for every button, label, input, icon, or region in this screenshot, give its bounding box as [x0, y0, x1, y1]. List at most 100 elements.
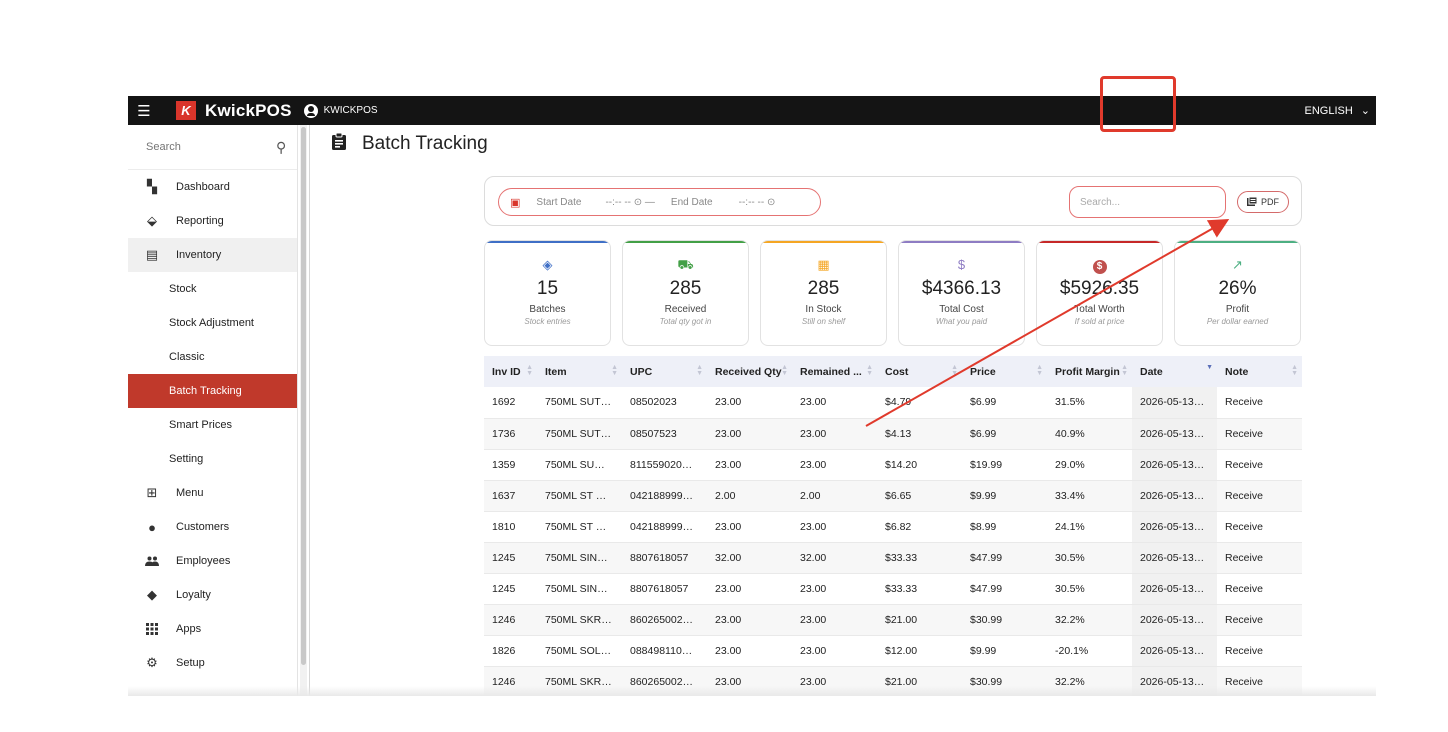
column-header[interactable]: UPC ▲ ▼	[622, 356, 707, 387]
column-header[interactable]: Received Qty ▲ ▼	[707, 356, 792, 387]
end-date-value[interactable]: --:-- -- ⊙	[738, 196, 776, 208]
hamburger-icon[interactable]: ☰	[137, 102, 151, 120]
sort-icon[interactable]: ▲ ▼	[1291, 364, 1298, 377]
table-row[interactable]: 1246 750ML SKR… 860265002… 23.00 23.00 $21.00…	[484, 604, 1302, 636]
sidebar-item-reporting[interactable]: ⬙ Reporting	[128, 204, 297, 238]
table-row[interactable]: 1692 750ML SUT… 08502023 23.00 23.00 $4.79 $6.…	[484, 387, 1302, 419]
column-header[interactable]: Profit Margin ▲ ▼	[1047, 356, 1132, 387]
sidebar-item-setup[interactable]: ⚙ Setup	[128, 646, 297, 680]
table-row[interactable]: 1736 750ML SUT… 08507523 23.00 23.00 $4.13 $6.…	[484, 418, 1302, 450]
table-cell: 2.00	[792, 480, 877, 512]
table-cell: 08502023	[622, 387, 707, 419]
table-cell: Receive	[1217, 511, 1302, 543]
table-cell: $6.99	[962, 387, 1047, 419]
page-title: Batch Tracking	[362, 133, 488, 154]
sort-icon[interactable]: ▲ ▼	[611, 364, 618, 377]
store-icon: ▦	[817, 257, 830, 272]
sidebar-item-smart-prices[interactable]: Smart Prices	[169, 419, 232, 431]
table-cell: 1637	[484, 480, 537, 512]
table-cell: 1359	[484, 449, 537, 481]
table-cell: Receive	[1217, 449, 1302, 481]
column-header[interactable]: Remained ... ▲ ▼	[792, 356, 877, 387]
sort-icon[interactable]: ▲ ▼	[951, 364, 958, 377]
sidebar-item-employees[interactable]: Employees	[128, 544, 297, 578]
sort-icon[interactable]: ▲ ▼	[526, 364, 533, 377]
card-accent	[485, 241, 610, 243]
table-cell: 2026-05-13…	[1132, 635, 1217, 667]
sort-icon[interactable]: ▲ ▼	[781, 364, 788, 377]
column-header-label: Cost	[885, 365, 909, 378]
bottom-edge	[128, 686, 1376, 696]
column-header[interactable]: Price ▲ ▼	[962, 356, 1047, 387]
search-input[interactable]: Search...	[1069, 186, 1226, 218]
sidebar-item-classic[interactable]: Classic	[169, 351, 205, 363]
sidebar-scrollbar-thumb[interactable]	[301, 127, 306, 665]
sidebar-item-menu[interactable]: ⊞ Menu	[128, 476, 297, 510]
table-cell: Receive	[1217, 604, 1302, 636]
language-selector[interactable]: ENGLISH ⌄	[1304, 96, 1370, 125]
start-date-value[interactable]: --:-- -- ⊙ —	[605, 196, 655, 208]
table-cell: 750ML SUT…	[537, 418, 622, 450]
sort-icon[interactable]: ▲ ▼	[696, 364, 703, 377]
summary-cards: ◈ 15 Batches Stock entries ⛟ 285 Receive…	[484, 240, 1301, 346]
table-row[interactable]: 1359 750ML SU… 811559020… 23.00 23.00 $14.20 $…	[484, 449, 1302, 481]
sidebar-item-apps[interactable]: Apps	[128, 612, 297, 646]
account-circle-icon[interactable]	[303, 103, 318, 118]
tags-icon: ◆	[147, 587, 157, 602]
card-accent	[1037, 241, 1162, 243]
table-row[interactable]: 1810 750ML ST … 042188999… 23.00 23.00 $6.82 $…	[484, 511, 1302, 543]
brand-logo[interactable]: K KwickPOS	[176, 101, 292, 121]
table-cell: 23.00	[792, 387, 877, 419]
column-header[interactable]: Inv ID ▲ ▼	[484, 356, 537, 387]
sidebar-item-batch-tracking[interactable]: Batch Tracking	[128, 374, 297, 408]
column-header-label: Note	[1225, 365, 1249, 378]
date-range-picker[interactable]: ▣ Start Date --:-- -- ⊙ — End Date --:--…	[498, 188, 821, 216]
table-cell: 750ML SKR…	[537, 604, 622, 636]
table-cell: 23.00	[792, 635, 877, 667]
sidebar-search: ⚲	[128, 125, 297, 170]
card-value: 285	[669, 278, 702, 299]
table-row[interactable]: 1637 750ML ST … 042188999… 2.00 2.00 $6.65 $9.…	[484, 480, 1302, 512]
card-label: Batches	[529, 304, 566, 315]
table-cell: 23.00	[707, 635, 792, 667]
column-header[interactable]: Item ▲ ▼	[537, 356, 622, 387]
card-value: 285	[807, 278, 840, 299]
column-header[interactable]: Date ▼	[1132, 356, 1217, 387]
table-row[interactable]: 1245 750ML SIN… 8807618057 32.00 32.00 $33.33…	[484, 542, 1302, 574]
pdf-button[interactable]: PDF	[1237, 191, 1289, 213]
brand-name: KwickPOS	[205, 100, 292, 120]
table-cell: 23.00	[792, 449, 877, 481]
column-header[interactable]: Note ▲ ▼	[1217, 356, 1302, 387]
table-cell: 1736	[484, 418, 537, 450]
table-cell: $30.99	[962, 604, 1047, 636]
table-cell: $6.65	[877, 480, 962, 512]
sort-icon[interactable]: ▲ ▼	[866, 364, 873, 377]
sidebar-item-stock-adjustment[interactable]: Stock Adjustment	[169, 317, 254, 329]
sidebar-item-stock[interactable]: Stock	[169, 283, 197, 295]
table-cell: 23.00	[707, 449, 792, 481]
table-row[interactable]: 1245 750ML SIN… 8807618057 23.00 23.00 $33.33…	[484, 573, 1302, 605]
table-cell: 1246	[484, 604, 537, 636]
column-header-label: Received Qty	[715, 365, 782, 378]
table-row[interactable]: 1826 750ML SOL… 088498110… 23.00 23.00 $12.00…	[484, 635, 1302, 667]
sort-desc-icon[interactable]: ▼	[1206, 364, 1213, 371]
sidebar-item-setting[interactable]: Setting	[169, 453, 204, 465]
search-icon[interactable]: ⚲	[276, 138, 287, 155]
dashboard-icon: ▚	[147, 179, 157, 194]
pdf-label: PDF	[1261, 197, 1279, 207]
sidebar-item-label: Loyalty	[176, 589, 211, 601]
sort-icon[interactable]: ▲ ▼	[1036, 364, 1043, 377]
sidebar-item-dashboard[interactable]: ▚ Dashboard	[128, 170, 297, 204]
logo-mark: K	[176, 101, 196, 120]
sort-icon[interactable]: ▲ ▼	[1121, 364, 1128, 377]
card-subtitle: Total qty got in	[659, 317, 712, 326]
column-header[interactable]: Cost ▲ ▼	[877, 356, 962, 387]
sidebar-item-customers[interactable]: ● Customers	[128, 510, 297, 544]
sidebar-item-inventory[interactable]: ▤ Inventory	[128, 238, 297, 272]
sidebar-search-input[interactable]	[146, 141, 276, 153]
table-cell: 2026-05-13…	[1132, 387, 1217, 419]
divider	[309, 125, 310, 696]
sidebar-item-loyalty[interactable]: ◆ Loyalty	[128, 578, 297, 612]
table-cell: 23.00	[792, 511, 877, 543]
table-cell: 750ML SIN…	[537, 573, 622, 605]
